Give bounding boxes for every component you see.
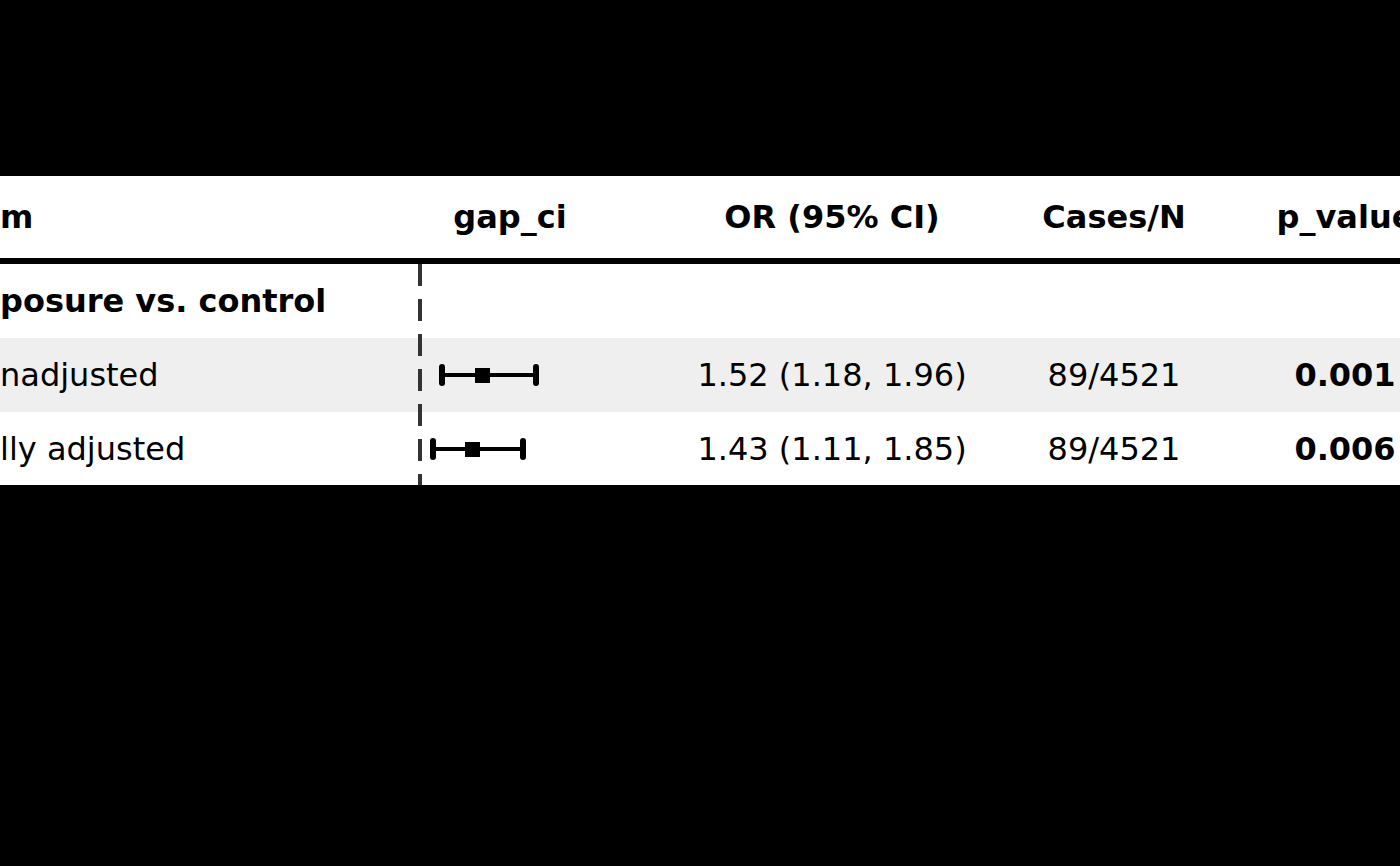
col-header-cases: Cases/N	[1042, 201, 1185, 233]
col-header-item: m	[0, 201, 33, 233]
cases-value: 89/4521	[1048, 433, 1181, 465]
ci-cap-right	[533, 364, 539, 386]
or-ci-value: 1.52 (1.18, 1.96)	[697, 359, 966, 391]
p-value: 0.001	[1294, 359, 1395, 391]
or-ci-value: 1.43 (1.11, 1.85)	[697, 433, 966, 465]
group-label: posure vs. control	[0, 285, 326, 317]
p-value: 0.006	[1294, 433, 1395, 465]
canvas-background: m gap_ci OR (95% CI) Cases/N p_value pos…	[0, 0, 1400, 866]
ci-cap-right	[520, 438, 526, 460]
col-header-p-value: p_value	[1277, 201, 1400, 233]
cases-value: 89/4521	[1048, 359, 1181, 391]
ci-point-marker	[475, 368, 490, 383]
forest-table-panel: m gap_ci OR (95% CI) Cases/N p_value pos…	[0, 176, 1400, 485]
ci-cap-left	[430, 438, 436, 460]
header-row: m gap_ci OR (95% CI) Cases/N p_value	[0, 176, 1400, 258]
ci-cap-left	[439, 364, 445, 386]
col-header-or-ci: OR (95% CI)	[724, 201, 939, 233]
ci-point-marker	[465, 442, 480, 457]
table-row: lly adjusted 1.43 (1.11, 1.85) 89/4521 0…	[0, 412, 1400, 485]
col-header-gap-ci: gap_ci	[453, 201, 566, 233]
group-row: posure vs. control	[0, 264, 1400, 338]
table-row: nadjusted 1.52 (1.18, 1.96) 89/4521 0.00…	[0, 338, 1400, 412]
